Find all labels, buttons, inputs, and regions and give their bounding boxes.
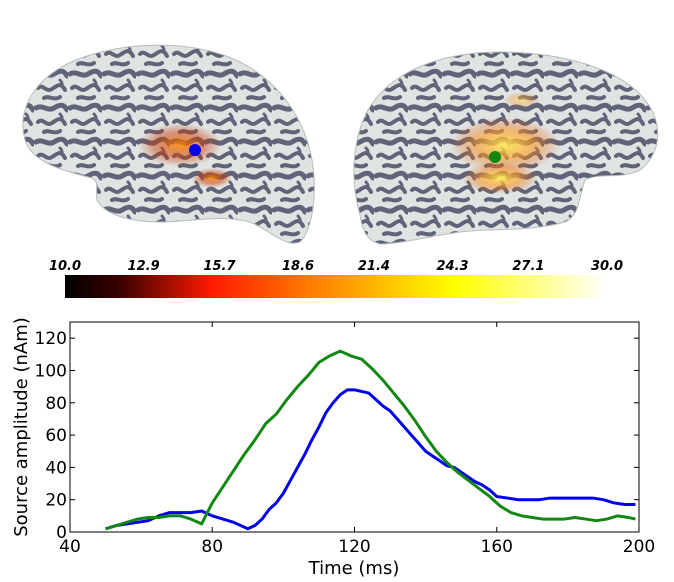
colorbar-tick-label: 24.3: [436, 259, 468, 274]
series-line-blue: [105, 388, 636, 531]
plot-area: [69, 321, 640, 533]
colorbar-tick-label: 27.1: [512, 259, 544, 274]
colorbar-ticks: 10.0 12.9 15.7 18.6 21.4 24.3 27.1 30.0: [49, 259, 623, 274]
left-dipole-marker: [189, 144, 201, 156]
y-tick-label: 40: [45, 458, 67, 478]
y-tick-label: 20: [45, 491, 67, 511]
y-axis-ticks: 0 20 40 60 80 100 120: [35, 329, 639, 543]
y-tick-label: 80: [45, 394, 67, 414]
x-tick-label: 120: [338, 537, 370, 557]
colorbar-tick-label: 18.6: [282, 259, 314, 274]
x-axis-label: Time (ms): [308, 558, 400, 579]
y-tick-label: 60: [45, 426, 67, 446]
colorbar-tick-label: 21.4: [358, 259, 390, 274]
right-hemisphere: [353, 51, 659, 245]
colorbar-tick-label: 12.9: [128, 259, 160, 274]
y-axis-label: Source amplitude (nAm): [11, 317, 32, 537]
y-tick-label: 0: [56, 523, 67, 543]
x-tick-label: 200: [623, 537, 655, 557]
right-dipole-marker: [489, 151, 501, 163]
y-tick-label: 120: [35, 329, 67, 349]
colorbar-tick-label: 15.7: [203, 259, 236, 274]
x-tick-label: 80: [201, 537, 223, 557]
series-layer: [105, 349, 636, 531]
x-tick-label: 160: [481, 537, 513, 557]
colorbar-tick-label: 10.0: [49, 259, 81, 274]
left-hemisphere: [22, 44, 315, 244]
series-line-green: [105, 349, 636, 531]
y-tick-label: 100: [35, 361, 67, 381]
x-tick-label: 40: [59, 537, 81, 557]
colorbar-tick-label: 30.0: [591, 259, 623, 274]
x-axis-ticks: 40 80 120 160 200: [59, 322, 655, 557]
colorbar-gradient: [65, 275, 607, 298]
